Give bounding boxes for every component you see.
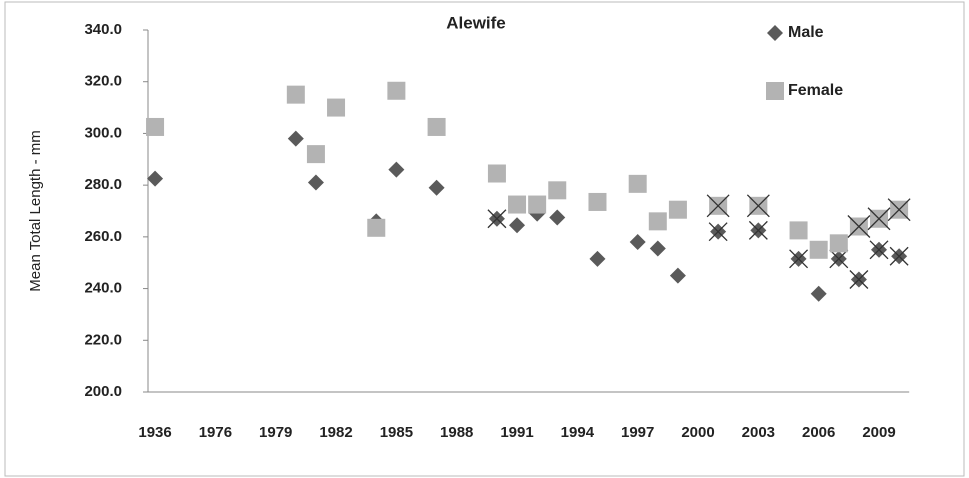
x-tick-label: 1997 <box>621 424 654 441</box>
x-tick-label: 2009 <box>862 424 895 441</box>
cross-marker <box>887 198 911 222</box>
cross-marker <box>829 249 849 269</box>
legend-label: Female <box>788 82 843 99</box>
cross-marker <box>708 222 728 242</box>
point <box>589 250 606 267</box>
point <box>508 195 527 214</box>
legend-label: Male <box>788 24 824 41</box>
point <box>809 240 828 259</box>
point <box>549 209 566 226</box>
y-tick-label: 260.0 <box>84 228 122 245</box>
x-tick-label: 1991 <box>500 424 533 441</box>
point <box>286 85 305 104</box>
point <box>628 174 647 193</box>
point <box>327 98 346 117</box>
cross-marker <box>487 209 507 229</box>
x-tick-label: 1979 <box>259 424 292 441</box>
x-tick-label: 1994 <box>561 424 595 441</box>
x-tick-label: 1976 <box>199 424 232 441</box>
cross-marker <box>847 215 871 238</box>
point <box>588 192 607 211</box>
point <box>829 234 848 253</box>
x-tick-label: 1985 <box>380 424 413 441</box>
x-tick-label: 2000 <box>681 424 714 441</box>
point <box>648 212 667 231</box>
x-tick-label: 2006 <box>802 424 835 441</box>
point <box>306 145 325 164</box>
x-tick-label: 1982 <box>319 424 352 441</box>
point <box>287 130 304 147</box>
legend-marker <box>767 25 783 41</box>
y-tick-label: 320.0 <box>84 73 122 90</box>
point <box>669 267 686 284</box>
point <box>367 218 386 237</box>
cross-marker <box>867 207 891 231</box>
cross-marker <box>748 220 768 240</box>
point <box>548 181 567 200</box>
chart-frame <box>4 1 965 477</box>
point <box>428 179 445 196</box>
y-tick-label: 200.0 <box>84 383 122 400</box>
point <box>528 195 547 214</box>
cross-marker <box>849 270 869 289</box>
point <box>427 117 446 136</box>
point <box>146 117 165 136</box>
cross-marker <box>869 240 889 260</box>
point <box>810 285 827 302</box>
point <box>307 174 324 191</box>
legend-marker <box>766 82 784 100</box>
point <box>649 240 666 257</box>
x-tick-label: 1936 <box>138 424 171 441</box>
y-tick-label: 340.0 <box>84 21 122 38</box>
point <box>509 217 526 234</box>
x-tick-label: 1988 <box>440 424 473 441</box>
y-tick-label: 280.0 <box>84 176 122 193</box>
point <box>789 221 808 240</box>
point <box>147 170 164 187</box>
cross-marker <box>889 246 909 266</box>
y-axis-label: Mean Total Length - mm <box>27 130 44 291</box>
cross-marker <box>789 249 809 269</box>
point <box>388 161 405 178</box>
point <box>487 164 506 183</box>
chart-title: Alewife <box>446 13 506 32</box>
point <box>668 200 687 219</box>
point <box>629 234 646 251</box>
cross-marker <box>706 194 730 218</box>
y-tick-label: 220.0 <box>84 331 122 348</box>
point <box>387 81 406 100</box>
cross-marker <box>746 194 770 218</box>
y-tick-label: 240.0 <box>84 280 122 297</box>
x-tick-label: 2003 <box>742 424 775 441</box>
y-tick-label: 300.0 <box>84 124 122 141</box>
